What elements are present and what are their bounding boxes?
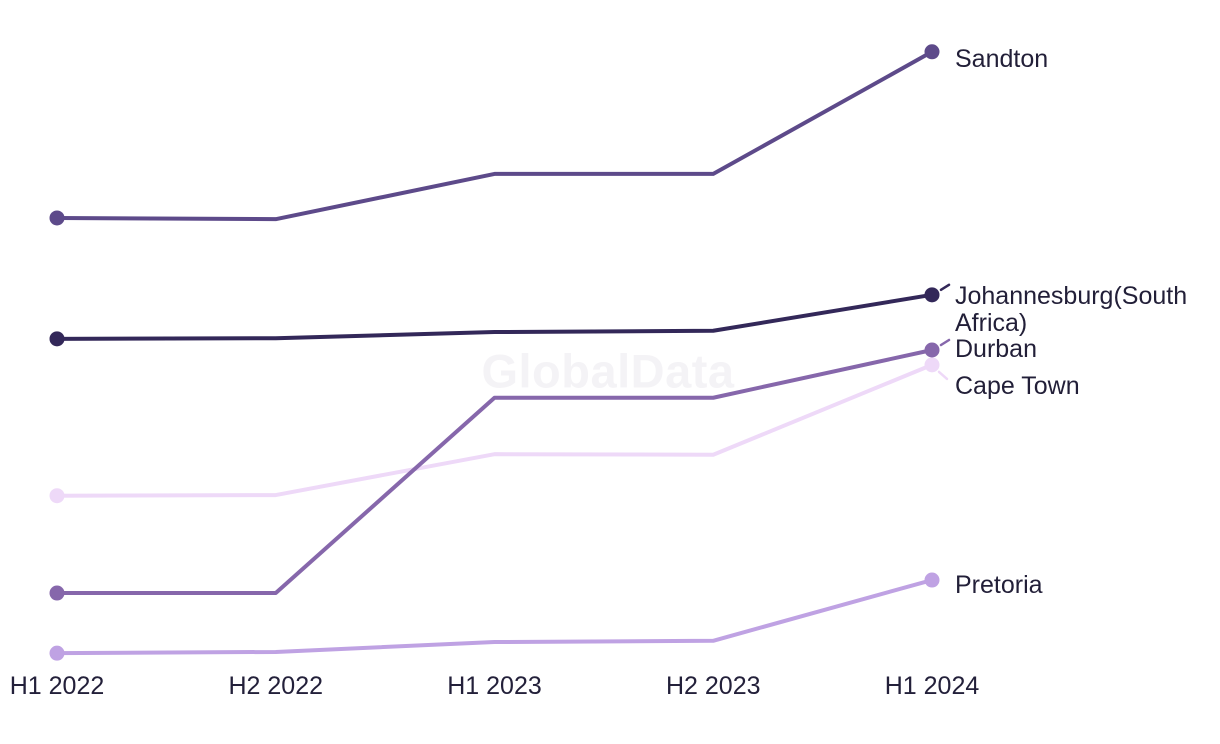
series-line-cape-town: [55, 362, 934, 498]
series-point-pretoria-last[interactable]: [924, 572, 940, 588]
series-point-cape-town-first[interactable]: [49, 488, 65, 504]
leader-line-johannesburg-south-africa: [939, 283, 951, 292]
x-axis-label-h2-2023: H2 2023: [665, 672, 761, 700]
leader-line-durban: [939, 338, 951, 347]
series-point-pretoria-first[interactable]: [49, 645, 65, 661]
series-line-durban: [55, 348, 934, 596]
series-line-sandton: [55, 49, 934, 222]
x-axis-label-h1-2024: H1 2024: [884, 672, 980, 700]
series-label-cape-town: Cape Town: [955, 372, 1080, 400]
series-line-johannesburg-south-africa: [55, 292, 934, 341]
series-point-durban-first[interactable]: [49, 585, 65, 601]
globaldata-watermark: GlobalData: [481, 344, 735, 398]
leader-line-cape-town: [937, 370, 949, 381]
x-axis-label-h1-2023: H1 2023: [447, 672, 542, 700]
series-label-sandton: Sandton: [955, 45, 1049, 73]
series-point-sandton-first[interactable]: [49, 210, 65, 226]
series-point-johannesburg-south-africa-last[interactable]: [924, 287, 940, 303]
series-label-durban: Durban: [955, 335, 1037, 363]
series-label-pretoria: Pretoria: [955, 571, 1043, 599]
x-axis-label-h1-2022: H1 2022: [9, 672, 105, 700]
series-line-pretoria: [55, 578, 934, 656]
series-label-johannesburg-south-africa: Johannesburg(South Africa): [955, 282, 1188, 337]
series-point-cape-town-last[interactable]: [924, 357, 940, 373]
x-axis-label-h2-2022: H2 2022: [228, 672, 324, 700]
series-point-sandton-last[interactable]: [924, 44, 940, 60]
series-point-durban-last[interactable]: [924, 342, 940, 358]
series-point-johannesburg-south-africa-first[interactable]: [49, 331, 65, 347]
